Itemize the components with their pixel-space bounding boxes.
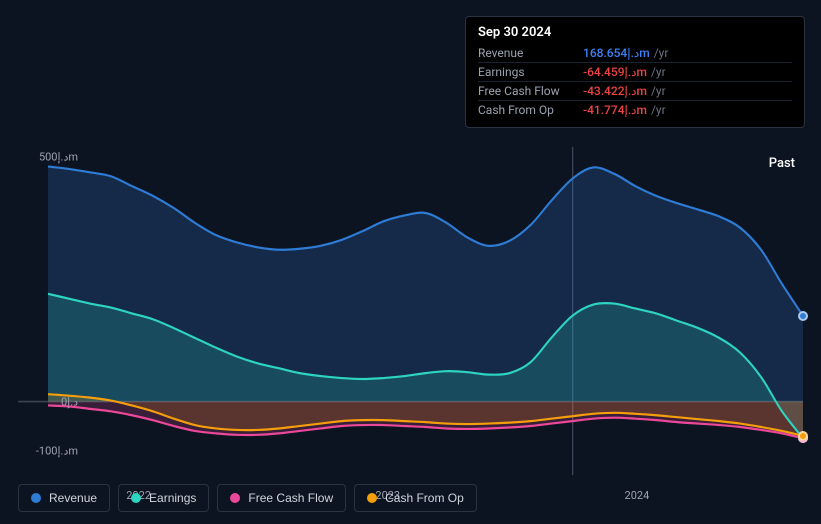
- tooltip-row: Free Cash Flow-43.422د.إm/yr: [478, 81, 792, 100]
- legend-item-earnings[interactable]: Earnings: [118, 484, 209, 512]
- chart-svg: [18, 125, 803, 475]
- tooltip-metric-label: Cash From Op: [478, 103, 583, 117]
- legend-item-revenue[interactable]: Revenue: [18, 484, 110, 512]
- tooltip-row: Revenue168.654د.إm/yr: [478, 44, 792, 62]
- legend-dot-icon: [230, 493, 240, 503]
- tooltip-metric-suffix: /yr: [651, 84, 666, 98]
- y-axis-tick: 0د.إ: [22, 395, 78, 408]
- tooltip-metric-value: 168.654د.إm: [583, 46, 650, 60]
- tooltip-metric-value: -41.774د.إm: [583, 103, 647, 117]
- tooltip-metric-suffix: /yr: [651, 103, 666, 117]
- legend-item-cash-from-op[interactable]: Cash From Op: [354, 484, 477, 512]
- series-end-marker: [798, 311, 808, 321]
- tooltip-metric-value: -43.422د.إm: [583, 84, 647, 98]
- y-axis-tick: 500د.إm: [22, 150, 78, 163]
- legend-label: Cash From Op: [385, 491, 464, 505]
- tooltip-row: Cash From Op-41.774د.إm/yr: [478, 100, 792, 119]
- tooltip-row: Earnings-64.459د.إm/yr: [478, 62, 792, 81]
- tooltip-date: Sep 30 2024: [478, 25, 792, 44]
- legend-label: Earnings: [149, 491, 196, 505]
- y-axis-tick: -100د.إm: [22, 444, 78, 457]
- x-axis-tick: 2024: [625, 489, 650, 502]
- legend-dot-icon: [31, 493, 41, 503]
- legend-label: Free Cash Flow: [248, 491, 333, 505]
- legend: Revenue Earnings Free Cash Flow Cash From O…: [18, 484, 477, 512]
- data-tooltip: Sep 30 2024 Revenue168.654د.إm/yrEarning…: [465, 16, 805, 128]
- tooltip-metric-value: -64.459د.إm: [583, 65, 647, 79]
- tooltip-metric-label: Earnings: [478, 65, 583, 79]
- chart-area: 500د.إm0د.إ-100د.إm 202220232024: [18, 125, 803, 475]
- tooltip-metric-suffix: /yr: [654, 46, 669, 60]
- tooltip-metric-label: Free Cash Flow: [478, 84, 583, 98]
- legend-label: Revenue: [49, 491, 97, 505]
- tooltip-metric-suffix: /yr: [651, 65, 666, 79]
- legend-item-free-cash-flow[interactable]: Free Cash Flow: [217, 484, 346, 512]
- tooltip-metric-label: Revenue: [478, 46, 583, 60]
- legend-dot-icon: [131, 493, 141, 503]
- legend-dot-icon: [367, 493, 377, 503]
- series-end-marker: [798, 431, 808, 441]
